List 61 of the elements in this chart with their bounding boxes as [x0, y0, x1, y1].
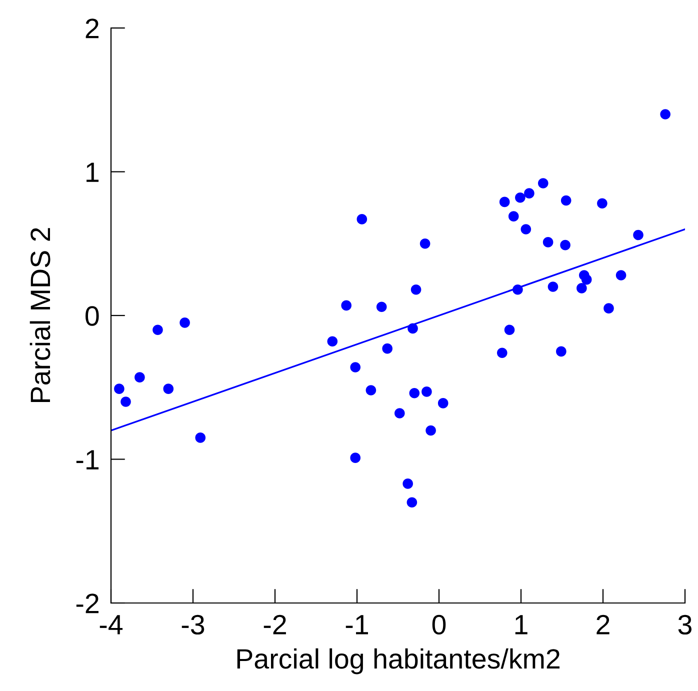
x-tick-label: 0	[432, 614, 446, 635]
x-tick-label: -4	[100, 615, 123, 634]
point	[134, 372, 145, 382]
x-tick-label: -3	[182, 614, 204, 635]
x-tick-label: -1	[346, 615, 368, 634]
point	[350, 362, 361, 372]
x-tick-label: 1	[515, 615, 528, 634]
point	[350, 452, 361, 463]
point	[406, 497, 418, 508]
x-tick-label: -2	[264, 614, 286, 634]
point	[633, 230, 644, 240]
point	[394, 408, 405, 418]
y-tick-label: 1	[86, 162, 99, 182]
x-tick-label: 3	[678, 614, 692, 635]
y-tick-label: 2	[86, 18, 98, 38]
point	[327, 336, 338, 347]
point	[408, 323, 418, 334]
point	[597, 198, 608, 209]
point	[576, 283, 587, 294]
point	[616, 270, 626, 280]
point	[520, 224, 532, 234]
point	[556, 346, 566, 357]
point	[499, 196, 510, 208]
point	[426, 425, 436, 436]
y-tick-label: 0	[86, 306, 99, 326]
point	[180, 318, 190, 328]
point	[581, 274, 592, 285]
point	[508, 211, 519, 222]
point	[402, 478, 413, 489]
point	[496, 348, 508, 358]
point	[560, 240, 570, 250]
point	[504, 324, 515, 336]
y-tick-label: -1	[76, 450, 99, 470]
point	[366, 385, 376, 396]
point	[548, 282, 558, 292]
x-tick-label: 2	[596, 614, 610, 634]
y-tick-label: -2	[76, 594, 98, 614]
point	[114, 384, 124, 394]
point	[152, 324, 163, 336]
point	[560, 195, 572, 206]
point	[376, 302, 387, 312]
point	[604, 303, 614, 314]
point	[120, 396, 131, 407]
point	[438, 398, 448, 408]
point	[163, 384, 174, 394]
point	[410, 284, 422, 295]
point	[195, 432, 206, 443]
point	[542, 237, 554, 248]
point	[382, 343, 392, 354]
point	[422, 386, 432, 397]
point	[515, 192, 526, 203]
point	[356, 214, 368, 224]
point	[409, 388, 420, 398]
point	[512, 284, 523, 295]
point	[538, 178, 548, 188]
point	[524, 188, 534, 198]
x-axis-title: Parcial log habitantes/km2	[237, 648, 560, 674]
point	[341, 300, 352, 311]
point	[420, 238, 430, 249]
y-axis-title: Parcial MDS 2	[30, 228, 50, 402]
point	[660, 109, 670, 120]
